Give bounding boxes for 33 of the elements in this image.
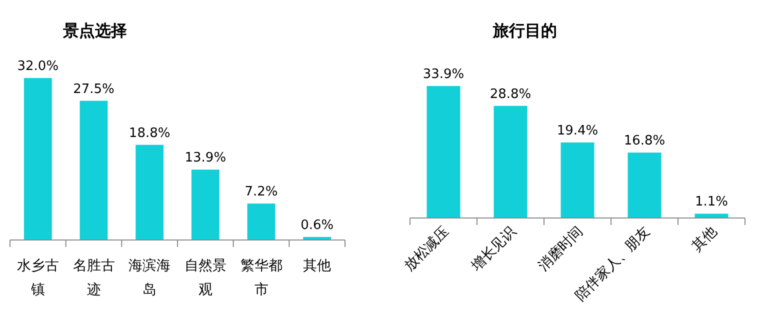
data-label: 19.4% — [556, 123, 598, 138]
x-tick-label: 消磨时间 — [535, 224, 586, 274]
data-label: 0.6% — [300, 218, 334, 233]
bar — [24, 78, 52, 240]
data-label: 33.9% — [422, 67, 464, 82]
data-label: 1.1% — [694, 194, 728, 210]
x-tick-label: 其他 — [303, 258, 332, 274]
bar — [426, 86, 460, 218]
data-label: 13.9% — [184, 150, 226, 166]
bar — [247, 204, 276, 240]
bar — [494, 106, 528, 218]
chart-title: 旅行目的 — [492, 21, 557, 40]
x-tick-label: 名胜古迹 — [72, 258, 115, 298]
x-tick-label: 增长见识 — [468, 224, 520, 276]
bar — [80, 100, 108, 240]
bar — [136, 144, 164, 240]
bar — [191, 170, 220, 240]
chart-title: 景点选择 — [62, 21, 127, 40]
x-tick-label: 水乡古镇 — [16, 258, 59, 298]
bar — [628, 152, 662, 218]
x-tick-label: 放松减压 — [401, 224, 452, 274]
bar — [560, 142, 594, 218]
x-tick-label: 其他 — [689, 224, 720, 255]
x-tick-label: 自然景观 — [184, 258, 226, 298]
data-label: 28.8% — [490, 86, 532, 102]
x-tick-label: 繁华都市 — [240, 258, 282, 298]
data-label: 18.8% — [128, 126, 170, 141]
data-label: 16.8% — [624, 134, 666, 149]
data-label: 27.5% — [73, 82, 114, 97]
data-label: 32.0% — [17, 59, 59, 74]
data-label: 7.2% — [244, 184, 278, 200]
bar — [694, 214, 728, 218]
x-tick-label: 海滨海岛 — [128, 258, 171, 298]
